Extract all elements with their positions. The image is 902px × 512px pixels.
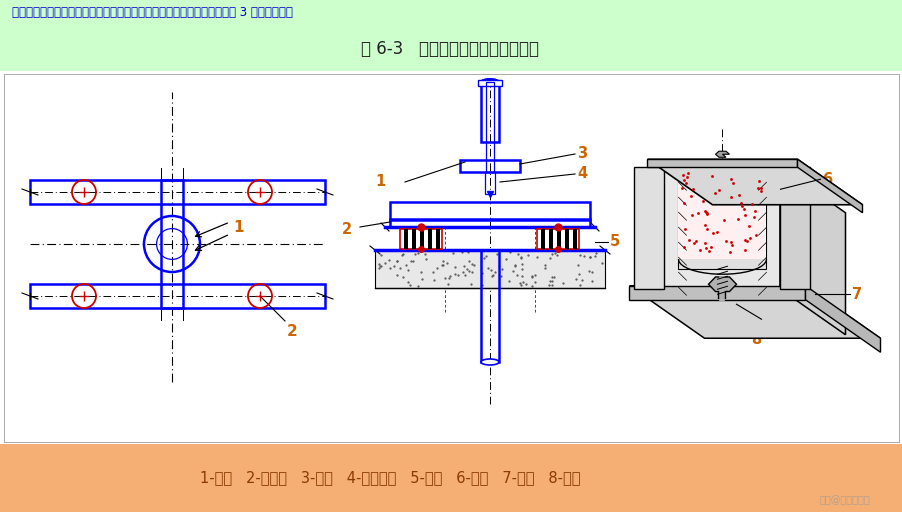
Bar xyxy=(540,229,545,249)
Bar xyxy=(30,180,325,204)
Ellipse shape xyxy=(481,359,499,365)
Polygon shape xyxy=(708,277,736,291)
Bar xyxy=(537,229,578,249)
Polygon shape xyxy=(796,159,861,213)
Polygon shape xyxy=(647,159,861,205)
Bar xyxy=(403,229,408,249)
Polygon shape xyxy=(664,167,779,289)
Polygon shape xyxy=(647,159,796,167)
Text: 7: 7 xyxy=(851,287,861,302)
Text: 2: 2 xyxy=(287,324,298,339)
Bar xyxy=(548,229,552,249)
Bar xyxy=(573,229,576,249)
Text: 5: 5 xyxy=(610,234,620,249)
Text: 1-焊接   2-减振座   3-槽钢   4-镀锌螺栓   5-槽钢   6-橡胶   7-槽钢   8-螺母: 1-焊接 2-减振座 3-槽钢 4-镀锌螺栓 5-槽钢 6-橡胶 7-槽钢 8-… xyxy=(199,471,580,485)
Bar xyxy=(477,80,502,86)
Text: 3: 3 xyxy=(576,146,586,161)
Polygon shape xyxy=(805,286,879,352)
Text: 8: 8 xyxy=(750,332,761,347)
Text: 头条@建筑界一哥: 头条@建筑界一哥 xyxy=(819,495,870,505)
Bar xyxy=(565,229,568,249)
Polygon shape xyxy=(629,286,879,338)
Bar xyxy=(0,25,902,71)
Bar xyxy=(557,229,560,249)
Bar xyxy=(400,229,441,249)
Bar xyxy=(161,180,183,308)
Polygon shape xyxy=(714,151,729,157)
Polygon shape xyxy=(629,286,805,300)
Text: 图 6-3   垂直管道的型钢减震吊架。: 图 6-3 垂直管道的型钢减震吊架。 xyxy=(361,40,538,58)
Bar xyxy=(4,74,898,442)
Text: 1: 1 xyxy=(374,175,385,189)
Bar xyxy=(0,444,902,512)
Bar xyxy=(0,71,902,444)
Text: 1: 1 xyxy=(233,221,244,236)
Bar xyxy=(436,229,439,249)
Bar xyxy=(374,250,604,288)
Polygon shape xyxy=(779,167,844,335)
Polygon shape xyxy=(677,169,766,259)
Bar xyxy=(485,82,493,172)
Bar xyxy=(411,229,416,249)
Bar xyxy=(428,229,431,249)
Bar xyxy=(484,172,494,194)
Polygon shape xyxy=(634,167,664,289)
Bar xyxy=(419,229,424,249)
Bar xyxy=(390,219,589,227)
Bar xyxy=(30,284,325,308)
Bar xyxy=(0,0,902,25)
Text: 6: 6 xyxy=(822,172,832,187)
Text: 4: 4 xyxy=(576,166,586,181)
Bar xyxy=(459,160,520,172)
Text: 2: 2 xyxy=(342,222,352,237)
Bar xyxy=(390,202,589,220)
Polygon shape xyxy=(677,167,766,269)
Polygon shape xyxy=(779,167,810,289)
Ellipse shape xyxy=(481,79,499,85)
Bar xyxy=(481,250,499,362)
Bar xyxy=(481,82,499,142)
Text: 当垂直管道穿越楼板的固定方式可以防止钢管震动，型钢防震支架允许每 3 层设置一个。: 当垂直管道穿越楼板的固定方式可以防止钢管震动，型钢防震支架允许每 3 层设置一个… xyxy=(12,6,292,18)
